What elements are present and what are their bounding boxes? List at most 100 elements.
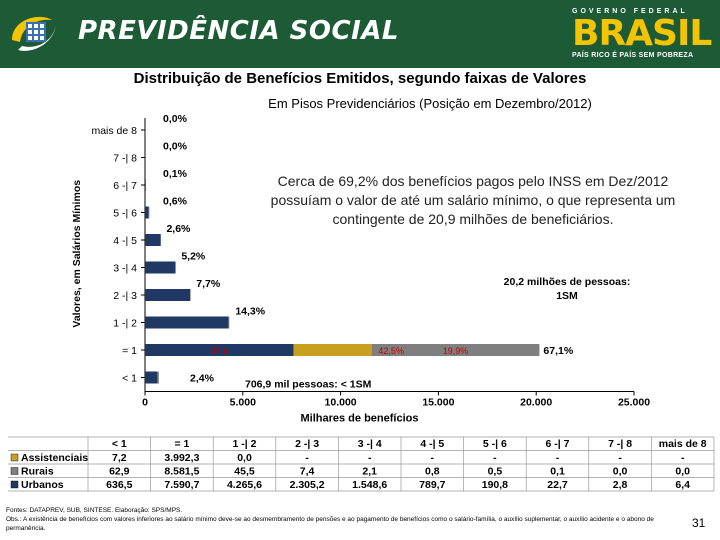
table-cell: 0,8 [425, 466, 440, 478]
bar-percent-label: 0,1% [163, 168, 188, 180]
source-text: Fontes: DATAPREV, SUB, SINTESE. Elaboraç… [6, 507, 183, 514]
gov-slogan: PAÍS RICO É PAÍS SEM POBREZA [572, 52, 694, 59]
table-cell: 3.992,3 [164, 452, 199, 464]
inbar-label: 19,9% [443, 346, 469, 356]
table-cell: 62,9 [109, 466, 130, 478]
table-cell: 0,0 [613, 466, 628, 478]
table-cell: - [431, 452, 435, 464]
bar-segment-urbanos [145, 371, 158, 384]
y-tick-label: 4 -| 5 [113, 235, 137, 247]
table-cell: 0,1 [550, 466, 565, 478]
x-tick-label: 0 [142, 397, 148, 409]
y-tick-label: = 1 [122, 345, 137, 357]
table-cell: - [368, 452, 372, 464]
bar-segment-assistenciais [293, 344, 372, 356]
bar-percent-label: 2,6% [166, 223, 191, 235]
bar-percent-label: 5,2% [181, 251, 206, 263]
callout-text: 20,2 milhões de pessoas: [504, 276, 631, 288]
legend-swatch [10, 480, 19, 489]
table-header: 4 -| 5 [420, 438, 444, 450]
table-cell: 7,4 [300, 466, 315, 478]
y-tick-label: 6 -| 7 [113, 180, 137, 192]
bar-segment-rurais [148, 206, 150, 219]
x-tick-label: 5.000 [230, 397, 256, 409]
bar-segment-rurais [160, 234, 162, 246]
table-cell: 7.590,7 [164, 479, 199, 491]
table-header: 7 -| 8 [608, 438, 632, 450]
bar-segment-urbanos [145, 344, 294, 356]
bar-segment-urbanos [145, 234, 161, 246]
table-cell: 2,8 [613, 479, 628, 491]
callout-text: 706,9 mil pessoas: < 1SM [245, 379, 372, 391]
bar-percent-label: 7,7% [196, 278, 221, 290]
table-cell: 789,7 [419, 479, 445, 491]
table-header: < 1 [112, 438, 127, 450]
table-header: 1 -| 2 [233, 438, 257, 450]
y-tick-label: < 1 [122, 373, 137, 385]
bar-segment-urbanos [145, 206, 149, 219]
table-cell: 636,5 [106, 479, 132, 491]
table-cell: 2.305,2 [290, 479, 325, 491]
bar-percent-label: 14,3% [235, 306, 265, 318]
header-bar: PREVIDÊNCIA SOCIAL GOVERNO FEDERAL BRASI… [0, 0, 720, 68]
table-cell: 4.265,6 [227, 479, 262, 491]
note-text: Obs.: A existência de benefícios com val… [6, 516, 654, 532]
bar-segment-urbanos [145, 316, 229, 329]
table-cell: 2,1 [362, 466, 377, 478]
x-tick-label: 15.000 [422, 397, 454, 409]
bar-segment-rurais [228, 316, 230, 329]
x-axis-title: Milhares de benefícios [301, 413, 419, 425]
table-cell: - [556, 452, 560, 464]
table-cell: 6,4 [675, 479, 690, 491]
table-cell: 45,5 [234, 466, 255, 478]
legend-label: Rurais [21, 466, 54, 478]
bar-segment-rurais [190, 289, 191, 301]
bar-percent-label: 67,1% [543, 345, 573, 357]
brasil-logo: BRASIL [572, 13, 712, 54]
legend-label: Assistenciais [21, 452, 88, 464]
bar-percent-label: 0,0% [163, 141, 188, 153]
y-tick-label: 1 -| 2 [113, 318, 137, 330]
y-tick-label: mais de 8 [91, 125, 137, 137]
table-cell: 0,0 [237, 452, 252, 464]
bar-segment-urbanos [145, 151, 146, 164]
bar-percent-label: 0,6% [163, 196, 188, 208]
table-cell: - [618, 452, 622, 464]
brand-title: PREVIDÊNCIA SOCIAL [78, 16, 399, 46]
chart-title: Distribuição de Benefícios Emitidos, seg… [133, 70, 587, 87]
bar-segment-urbanos [145, 289, 191, 301]
previdencia-logo-icon [8, 10, 60, 56]
table-cell: 0,5 [488, 466, 503, 478]
bar-segment-rurais [371, 344, 540, 356]
x-tick-label: 25.000 [618, 397, 650, 409]
y-tick-label: 2 -| 3 [113, 290, 137, 302]
bar-percent-label: 2,4% [190, 373, 215, 385]
y-tick-label: 7 -| 8 [113, 153, 137, 165]
footer-notes: Fontes: DATAPREV, SUB, SINTESE. Elaboraç… [6, 506, 706, 533]
x-tick-label: 10.000 [325, 397, 357, 409]
legend-swatch [10, 467, 19, 475]
inbar-label: 42,5% [378, 346, 404, 356]
table-cell: 1.548,6 [352, 479, 387, 491]
bar-chart: < 1 = 1 1 -| 2 2 -| 3 3 -| 4 4 -| 5 5 -| 6 6 -|… [8, 113, 715, 492]
y-axis-title: Valores, em Salários Mínimos [71, 180, 83, 328]
table-cell: 0,0 [675, 466, 690, 478]
table-cell: - [681, 452, 685, 464]
bar-segment-urbanos [145, 124, 146, 136]
bar-segment-rurais [157, 371, 159, 384]
table-cell: 22,7 [547, 479, 568, 491]
table-cell: - [305, 452, 309, 464]
legend-label: Urbanos [21, 479, 64, 491]
chart-subtitle: Em Pisos Previdenciários (Posição em Dez… [268, 96, 592, 111]
gov-label: GOVERNO FEDERAL [572, 8, 688, 15]
bar-segment-urbanos [145, 179, 146, 191]
inbar-label: 37,6 [210, 346, 228, 356]
table-header: = 1 [174, 438, 189, 450]
table-header: mais de 8 [659, 438, 707, 450]
table-cell: 7,2 [112, 452, 127, 464]
table-cell: 190,8 [482, 479, 508, 491]
callout-text: 1SM [556, 290, 578, 302]
x-tick-label: 20.000 [520, 397, 552, 409]
bar-segment-urbanos [145, 261, 176, 274]
y-tick-label: 3 -| 4 [113, 263, 137, 275]
